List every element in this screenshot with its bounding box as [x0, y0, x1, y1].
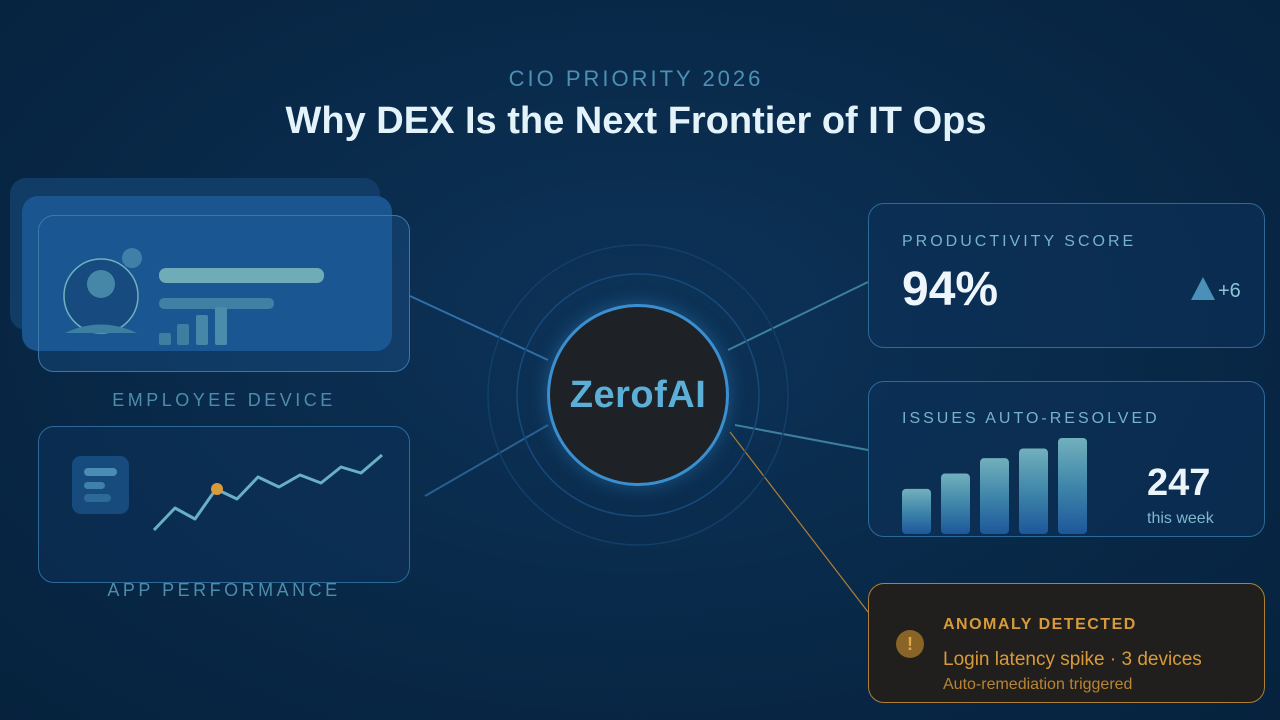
mid-ring — [516, 273, 760, 517]
page-title: Why DEX Is the Next Frontier of IT Ops — [285, 100, 987, 142]
connector-app — [424, 424, 549, 497]
anomaly-alert-card[interactable]: ! ANOMALY DETECTED Login latency spike ·… — [868, 583, 1265, 703]
status-dot-icon — [122, 248, 142, 268]
connector-productivity — [727, 281, 869, 351]
connector-device — [409, 295, 549, 361]
productivity-score-card[interactable]: PRODUCTIVITY SCORE 94% +6 — [868, 203, 1265, 348]
outer-ring — [487, 244, 789, 546]
productivity-value: 94% — [902, 263, 999, 316]
productivity-delta: +6 — [1218, 280, 1241, 302]
name-bar — [159, 268, 324, 283]
anomaly-title: ANOMALY DETECTED — [943, 616, 1137, 633]
issues-label: ISSUES AUTO-RESOLVED — [902, 410, 1160, 427]
trend-line — [152, 453, 383, 532]
app-performance-card[interactable] — [38, 426, 410, 583]
anomaly-sub: Auto-remediation triggered — [943, 676, 1133, 693]
issues-auto-resolved-card[interactable]: ISSUES AUTO-RESOLVED 247 this week — [868, 381, 1265, 537]
issues-bar-chart — [902, 438, 1087, 534]
warning-icon: ! — [896, 630, 924, 658]
connector-anomaly — [729, 431, 869, 613]
employee-device-card[interactable] — [38, 215, 410, 372]
issues-sub: this week — [1147, 510, 1214, 527]
connector-issues — [734, 424, 869, 451]
productivity-label: PRODUCTIVITY SCORE — [902, 233, 1137, 250]
issues-value: 247 — [1147, 462, 1211, 504]
anomaly-detail: Login latency spike · 3 devices — [943, 649, 1202, 670]
issues-bar — [941, 473, 970, 534]
app-performance-label: APP PERFORMANCE — [107, 580, 341, 600]
issues-bar — [1058, 438, 1087, 534]
issues-bar — [980, 458, 1009, 534]
issues-bar — [1019, 448, 1048, 534]
signal-bar — [159, 333, 171, 345]
eyebrow: CIO PRIORITY 2026 — [508, 66, 764, 91]
device-illustration — [63, 248, 324, 345]
subtitle-bar — [159, 298, 274, 309]
performance-sparkline — [72, 453, 383, 532]
triangle-up-icon — [1191, 277, 1215, 300]
signal-bar — [177, 324, 189, 345]
zerofai-logo: ZerofAI — [547, 304, 729, 486]
issues-bar — [902, 488, 931, 534]
signal-bar — [196, 315, 208, 345]
employee-device-label: EMPLOYEE DEVICE — [112, 390, 336, 410]
logo-text: ZerofAI — [569, 373, 707, 416]
highlight-point — [211, 483, 223, 495]
signal-bar — [215, 307, 227, 345]
